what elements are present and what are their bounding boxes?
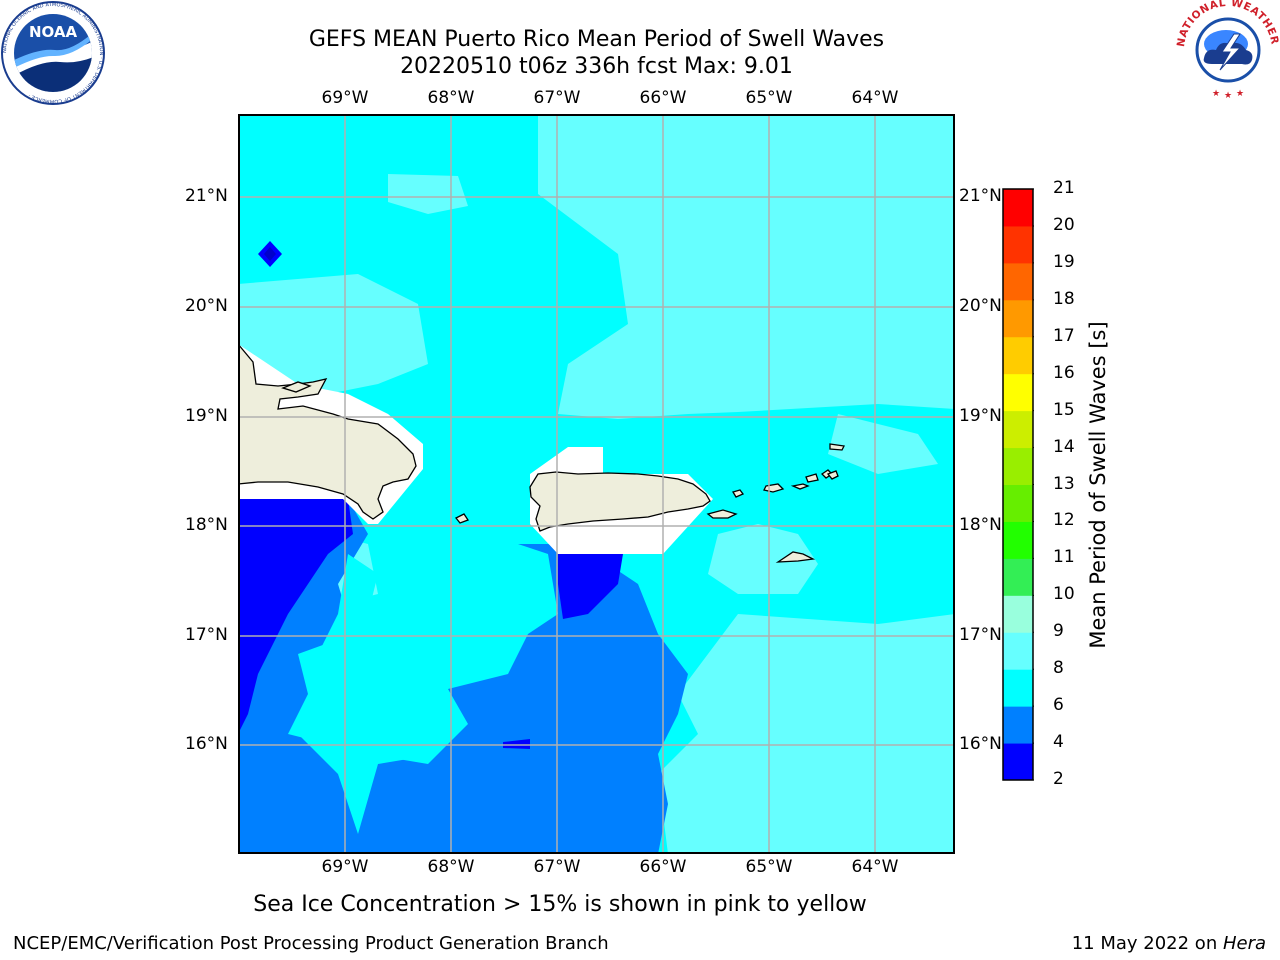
colorbar-tick-label: 15 — [1053, 399, 1075, 420]
colorbar-tick-label: 2 — [1053, 769, 1064, 789]
colorbar-band — [1003, 558, 1033, 596]
colorbar-tick-label: 17 — [1053, 325, 1075, 346]
lat-label-left: 19°N — [185, 406, 228, 426]
colorbar-band — [1003, 447, 1033, 485]
lat-label-left: 18°N — [185, 515, 228, 535]
lon-label-bottom: 69°W — [321, 857, 369, 877]
colorbar-tick-label: 21 — [1053, 178, 1075, 198]
lon-label-bottom: 67°W — [533, 857, 581, 877]
colorbar-tick-label: 8 — [1053, 658, 1064, 679]
lon-label-bottom: 65°W — [745, 857, 793, 877]
sea-ice-note: Sea Ice Concentration > 15% is shown in … — [253, 892, 867, 917]
colorbar-band — [1003, 299, 1033, 338]
footer-date: 11 May 2022 on Hera — [1072, 933, 1266, 954]
colorbar-band — [1003, 225, 1033, 264]
lon-label-top: 68°W — [427, 88, 475, 108]
lat-label-right: 17°N — [959, 625, 1002, 645]
footer-date-text: 11 May 2022 on — [1071, 933, 1223, 954]
footer-machine: Hera — [1222, 933, 1266, 954]
lat-label-right: 21°N — [959, 186, 1002, 206]
colorbar-band — [1003, 595, 1033, 633]
colorbar-band — [1003, 336, 1033, 375]
colorbar-tick-label: 12 — [1053, 510, 1075, 531]
colorbar-band — [1003, 669, 1033, 707]
colorbar — [1002, 188, 1034, 781]
lon-label-top: 64°W — [851, 88, 899, 108]
lon-label-top: 65°W — [745, 88, 793, 108]
lat-label-left: 17°N — [185, 625, 228, 645]
map-frame — [238, 114, 955, 854]
colorbar-band — [1003, 262, 1033, 301]
plot-title-line1: GEFS MEAN Puerto Rico Mean Period of Swe… — [308, 27, 885, 52]
lon-label-top: 67°W — [533, 88, 581, 108]
footer-branch: NCEP/EMC/Verification Post Processing Pr… — [13, 933, 609, 954]
lat-label-right: 19°N — [959, 406, 1002, 426]
svg-text:★: ★ — [1224, 91, 1232, 100]
colorbar-tick-label: 18 — [1053, 288, 1075, 309]
colorbar-band — [1003, 743, 1033, 781]
lon-label-bottom: 64°W — [851, 857, 899, 877]
colorbar-tick-label: 9 — [1053, 621, 1064, 642]
colorbar-tick-label: 11 — [1053, 547, 1075, 568]
lon-label-bottom: 68°W — [427, 857, 475, 877]
lat-label-right: 16°N — [959, 734, 1002, 754]
lat-label-left: 20°N — [185, 296, 228, 316]
land-areas — [238, 342, 845, 563]
colorbar-band — [1003, 632, 1033, 670]
map-grid — [238, 114, 955, 854]
colorbar-tick-label: 10 — [1053, 584, 1075, 605]
lat-label-right: 20°N — [959, 296, 1002, 316]
svg-text:★: ★ — [1212, 89, 1220, 99]
colorbar-band — [1003, 484, 1033, 522]
colorbar-tick-label: 14 — [1053, 436, 1075, 457]
colorbar-band — [1003, 373, 1033, 412]
noaa-logo-text: NOAA — [29, 23, 78, 41]
colorbar-band — [1003, 706, 1033, 744]
lat-label-right: 18°N — [959, 515, 1002, 535]
colorbar-tick-label: 16 — [1053, 362, 1075, 383]
lat-label-left: 21°N — [185, 186, 228, 206]
lon-label-bottom: 66°W — [639, 857, 687, 877]
colorbar-tick-label: 13 — [1053, 473, 1075, 494]
colorbar-band — [1003, 521, 1033, 559]
colorbar-tick-label: 6 — [1053, 695, 1064, 716]
colorbar-title: Mean Period of Swell Waves [s] — [1086, 321, 1110, 649]
lon-label-top: 66°W — [639, 88, 687, 108]
colorbar-tick-label: 20 — [1053, 214, 1075, 235]
noaa-logo: NATIONAL OCEANIC AND ATMOSPHERIC ADMINIS… — [1, 1, 105, 105]
lat-label-left: 16°N — [185, 734, 228, 754]
plot-title-line2: 20220510 t06z 336h fcst Max: 9.01 — [400, 54, 793, 79]
nws-logo: NATIONAL WEATHER SERVICE ★ ★ ★ — [1176, 0, 1280, 100]
svg-text:★: ★ — [1236, 89, 1244, 99]
colorbar-band — [1003, 410, 1033, 449]
colorbar-tick-label: 4 — [1053, 732, 1064, 753]
colorbar-band — [1003, 189, 1033, 227]
lon-label-top: 69°W — [321, 88, 369, 108]
colorbar-tick-label: 19 — [1053, 251, 1075, 272]
swell-period-map — [238, 114, 955, 854]
